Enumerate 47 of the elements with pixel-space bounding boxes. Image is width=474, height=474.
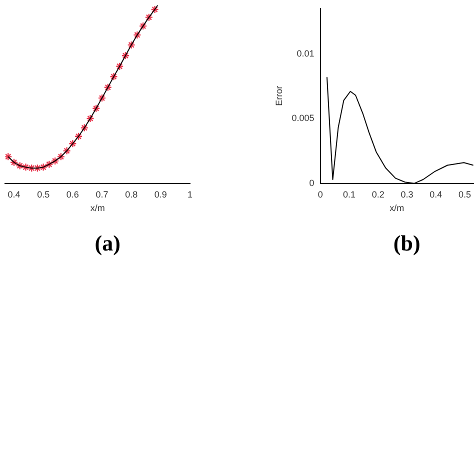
x-tick-label: 0.8 [125,189,138,200]
x-axis-title: x/m [90,203,105,214]
x-tick-label: 1 [187,189,193,200]
point [121,52,130,60]
x-tick-label: 0.5 [458,189,471,200]
x-tick-label: 0.3 [400,189,414,200]
x-tick-label: 0.4 [430,189,442,200]
point [138,22,148,30]
point [104,83,112,92]
point [10,158,18,166]
point [33,164,42,172]
text: (a) [94,230,120,256]
x-tick-label: 0.4 [8,189,20,200]
point [74,132,83,140]
x-tick-label: 0.7 [96,189,108,200]
point [62,146,71,155]
text: (b) [393,230,420,256]
y-tick-label: 0 [309,178,314,188]
point [50,156,60,166]
point [56,152,66,161]
point [39,163,48,172]
y-axis-title: Error [274,86,284,106]
point [80,124,88,132]
x-tick-label: 0 [318,189,323,200]
point [144,13,154,22]
point [16,162,24,170]
point [45,160,54,168]
point [98,94,106,102]
y-tick-label: 0.01 [296,48,314,58]
point [133,30,142,40]
point [22,163,30,172]
point [116,62,124,70]
x-axis-title: x/m [390,203,404,214]
x-tick-label: 0.1 [342,189,356,200]
point [5,152,12,161]
y-tick-label: 0.005 [292,113,314,124]
point [28,164,36,172]
point [150,5,159,14]
x-tick-label: 0.6 [66,189,79,200]
x-tick-label: 0.2 [372,189,384,200]
point [86,114,94,123]
point [127,40,136,50]
x-tick-label: 0.9 [154,189,167,200]
point [92,104,100,112]
point [110,72,118,81]
x-tick-label: 0.5 [37,189,50,200]
point [68,140,77,148]
